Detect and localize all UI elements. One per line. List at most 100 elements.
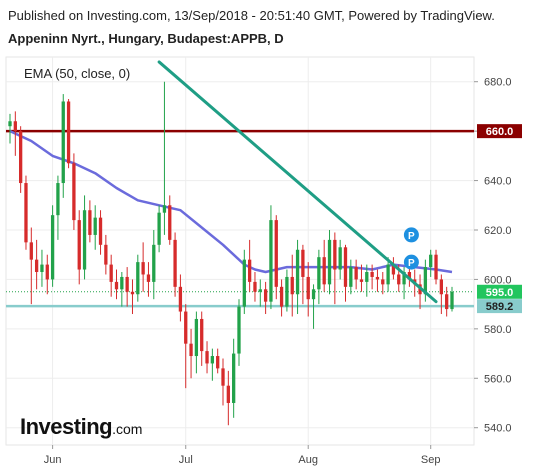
candle-body [141, 262, 145, 275]
candle-body [34, 259, 39, 273]
candle-body [381, 279, 385, 285]
candle-body [258, 289, 262, 292]
candle-body [109, 264, 113, 282]
candle-body [327, 239, 332, 285]
y-tick-label: 640.0 [484, 176, 512, 188]
y-tick-label: 600.0 [484, 274, 512, 286]
candle-body [168, 205, 172, 240]
logo-main-text: Investing [20, 414, 113, 439]
candle-body [391, 264, 396, 275]
candle-body [349, 267, 353, 287]
candle-body [365, 272, 369, 282]
candle-body [439, 279, 444, 295]
candle-body [173, 239, 177, 287]
candle-body [157, 212, 161, 245]
candle-body [82, 210, 87, 270]
candle-body [407, 272, 412, 280]
plot-area [5, 56, 475, 446]
pattern-marker-label: P [408, 258, 415, 269]
candle-body [88, 210, 92, 235]
candle-body [338, 247, 342, 270]
candle-body [247, 259, 252, 282]
candle-body [29, 242, 33, 260]
y-tick-label: 540.0 [484, 423, 512, 435]
price-label-box [477, 124, 522, 139]
ema-legend-label: EMA (50, close, 0) [24, 66, 131, 81]
candle-body [125, 276, 129, 292]
candle-body [322, 257, 326, 285]
candle-body [184, 311, 188, 344]
candle-body [333, 239, 337, 270]
x-tick-label: Aug [298, 454, 318, 466]
candle-body [397, 274, 401, 285]
candle-body [66, 101, 71, 164]
candle-body [93, 217, 97, 235]
candle-body [242, 259, 246, 307]
candle-body [434, 254, 438, 280]
candle-body [386, 264, 390, 285]
pattern-marker-label: P [408, 231, 415, 242]
candle-body [237, 306, 241, 354]
candle-body [152, 244, 156, 282]
candle-body [114, 281, 119, 290]
candle-body [370, 272, 374, 277]
candle-body [301, 249, 305, 277]
trendline [157, 60, 438, 304]
candle-body [359, 279, 364, 282]
ema-line [9, 129, 453, 274]
pattern-marker [403, 227, 419, 243]
candle-body [189, 343, 193, 357]
investing-logo: Investing.com [20, 414, 142, 440]
candle-body [56, 183, 60, 216]
candle-body [221, 368, 225, 386]
y-tick-label: 680.0 [484, 77, 512, 89]
candle-body [136, 262, 140, 295]
candle-body [253, 281, 257, 292]
candle-body [375, 276, 380, 280]
candle-body [98, 217, 103, 245]
candle-body [18, 131, 23, 184]
candle-body [232, 353, 236, 403]
candle-body [24, 183, 28, 243]
candle-body [162, 205, 167, 213]
candle-body [104, 244, 108, 265]
candle-body [306, 276, 310, 300]
candle-body [269, 220, 273, 302]
candle-body [343, 247, 348, 287]
candle-body [210, 356, 215, 364]
candle-body [77, 220, 81, 270]
price-label-box [477, 284, 522, 299]
instrument-title: Appeninn Nyrt., Hungary, Budapest:APPB, … [8, 31, 284, 46]
price-label: 589.2 [486, 301, 514, 313]
candle-body [354, 267, 358, 280]
candle-body [295, 249, 300, 295]
candle-body [285, 276, 289, 307]
candle-body [45, 264, 49, 280]
price-label: 595.0 [486, 287, 514, 299]
candle-body [178, 286, 183, 312]
candle-body [130, 291, 135, 295]
y-tick-label: 560.0 [484, 373, 512, 385]
candle-body [216, 356, 220, 369]
candle-body [402, 272, 406, 285]
pattern-marker [403, 254, 419, 270]
candle-body [263, 289, 268, 302]
logo-suffix-text: .com [112, 421, 143, 437]
candle-body [205, 351, 209, 364]
x-tick-label: Jul [179, 454, 193, 466]
candle-body [423, 267, 428, 295]
candle-body [311, 289, 316, 300]
candle-body [146, 274, 151, 282]
candle-body [429, 254, 433, 268]
y-tick-label: 620.0 [484, 225, 512, 237]
candle-body [194, 318, 199, 357]
y-tick-label: 580.0 [484, 324, 512, 336]
published-caption: Published on Investing.com, 13/Sep/2018 … [8, 8, 495, 23]
candle-body [226, 385, 230, 403]
candle-body [317, 257, 321, 290]
candle-body [40, 264, 44, 273]
candle-body [200, 318, 204, 352]
candle-body [120, 276, 124, 290]
candle-body [274, 220, 278, 287]
